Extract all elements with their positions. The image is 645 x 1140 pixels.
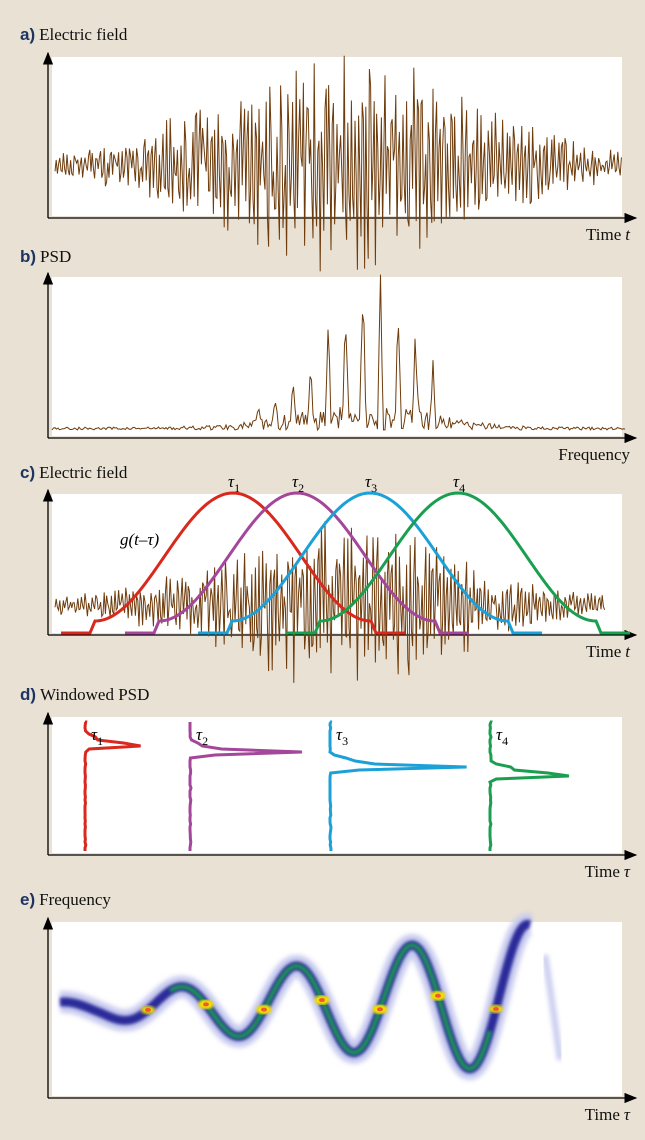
panel-heading: d) Windowed PSD (20, 685, 149, 704)
plot-area (52, 277, 622, 436)
window-function (198, 491, 542, 635)
panel-heading: e) Frequency (20, 890, 111, 909)
windowed-psd-trace (488, 720, 570, 851)
windowed-psd-trace (188, 722, 302, 851)
panel-title: PSD (40, 247, 71, 266)
x-axis-label-text: Time (585, 862, 620, 881)
panel-heading: c) Electric field (20, 463, 128, 482)
window-function (286, 491, 630, 635)
x-axis-label-var: τ (624, 1105, 631, 1124)
tau-subscript: 1 (234, 481, 240, 495)
tau-subscript: 4 (502, 734, 508, 748)
electric-field-trace (54, 55, 622, 272)
panel-title: Electric field (39, 463, 128, 482)
x-axis-label: Frequency (558, 445, 630, 464)
tau-label: τ2 (292, 472, 304, 495)
tau-label: τ3 (336, 725, 348, 748)
spectrogram-hot (435, 993, 441, 998)
x-axis-label-text: Frequency (558, 445, 630, 464)
spectrogram-hot (145, 1007, 151, 1012)
tau-subscript: 1 (97, 734, 103, 748)
tau-label: τ1 (228, 472, 240, 495)
panel-letter: a) (20, 25, 35, 44)
tau-label: τ3 (365, 472, 377, 495)
tau-label: τ4 (453, 472, 465, 495)
windowed-psd-trace (83, 720, 141, 851)
tau-symbol: τ (365, 472, 372, 491)
panel-title: Windowed PSD (40, 685, 149, 704)
x-axis-label: Time τ (585, 1105, 631, 1124)
panel-title: Electric field (39, 25, 128, 44)
tau-symbol: τ (196, 725, 203, 744)
tau-symbol: τ (336, 725, 343, 744)
x-axis-label-var: t (625, 225, 631, 244)
spectrogram-hot (319, 998, 325, 1003)
panel-title: Frequency (39, 890, 111, 909)
x-axis-label-text: Time (585, 1105, 620, 1124)
panel-letter: c) (20, 463, 35, 482)
tau-subscript: 2 (202, 734, 208, 748)
spectrogram-ghost (542, 954, 563, 1061)
spectrogram-hot (377, 1007, 383, 1012)
tau-symbol: τ (228, 472, 235, 491)
panel-letter: d) (20, 685, 36, 704)
panel-heading: a) Electric field (20, 25, 128, 44)
spectrogram-hot (493, 1006, 499, 1011)
psd-trace (51, 274, 626, 432)
tau-label: τ4 (496, 725, 508, 748)
window-label: g(t–τ) (120, 530, 159, 549)
windowed-psd-trace (328, 720, 467, 851)
x-axis-label-var: t (625, 642, 631, 661)
tau-symbol: τ (91, 725, 98, 744)
x-axis-label-text: Time (586, 642, 621, 661)
tau-subscript: 2 (298, 481, 304, 495)
panel-letter: b) (20, 247, 36, 266)
tau-label: τ2 (196, 725, 208, 748)
x-axis-label-var: τ (624, 862, 631, 881)
x-axis-label: Time t (586, 642, 631, 661)
spectrogram-core (168, 943, 492, 1071)
spectrogram-hot (261, 1007, 267, 1012)
plot-area (52, 717, 622, 853)
tau-symbol: τ (453, 472, 460, 491)
window-function (61, 491, 405, 635)
tau-label: τ1 (91, 725, 103, 748)
tau-symbol: τ (496, 725, 503, 744)
tau-subscript: 3 (342, 734, 348, 748)
panel-letter: e) (20, 890, 35, 909)
tau-subscript: 4 (459, 481, 465, 495)
x-axis-label: Time τ (585, 862, 631, 881)
spectrogram-hot (203, 1002, 209, 1007)
tau-symbol: τ (292, 472, 299, 491)
tau-subscript: 3 (371, 481, 377, 495)
window-function (125, 491, 469, 635)
x-axis-label-text: Time (586, 225, 621, 244)
x-axis-label: Time t (586, 225, 631, 244)
panel-heading: b) PSD (20, 247, 71, 266)
